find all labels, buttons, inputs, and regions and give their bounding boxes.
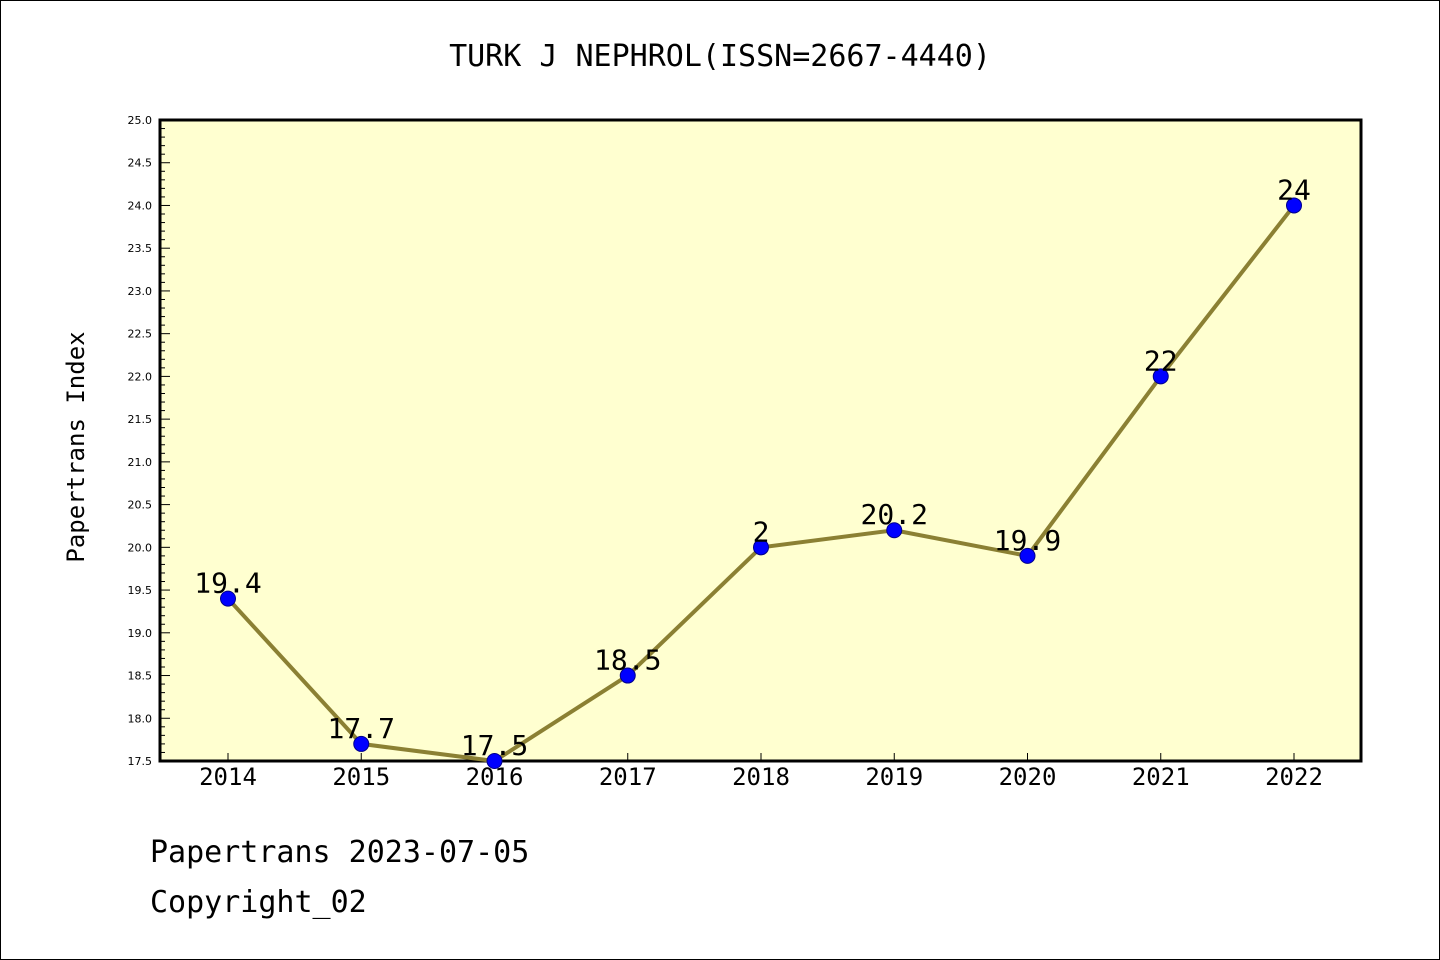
x-tick-label: 2014 [199, 763, 257, 791]
y-tick-label: 25.0 [128, 114, 153, 127]
x-axis: 2014 2015 2016 2017 2018 2019 2020 2021 2022 [199, 753, 1323, 791]
y-tick-label: 24.5 [128, 157, 153, 170]
data-labels: 19.4 17.7 17.5 18.5 2 20.2 19.9 22 24 [194, 173, 1311, 762]
y-tick-label: 22.5 [128, 328, 153, 341]
data-points [220, 197, 1302, 769]
y-tick-label: 23.5 [128, 242, 153, 255]
y-tick-label: 18.5 [128, 670, 153, 683]
y-tick-label: 21.0 [128, 456, 153, 469]
data-point [619, 667, 636, 684]
footer-date: Papertrans 2023-07-05 [150, 835, 530, 870]
x-tick-label: 2020 [999, 763, 1057, 791]
y-tick-label: 21.5 [128, 413, 153, 426]
x-tick-label: 2017 [599, 763, 657, 791]
data-label: 22 [1144, 344, 1178, 377]
data-point [353, 735, 370, 752]
plot-area [158, 118, 1363, 763]
data-point [486, 753, 503, 769]
data-point [886, 522, 903, 539]
data-point [1152, 368, 1169, 385]
data-label: 17.5 [461, 729, 528, 762]
data-label: 19.4 [194, 567, 261, 600]
data-label: 17.7 [328, 712, 395, 745]
y-tick-label: 19.5 [128, 584, 153, 597]
data-point [220, 590, 236, 607]
y-tick-label: 20.0 [128, 541, 153, 554]
data-label: 2 [753, 515, 770, 548]
y-tick-label: 23.0 [128, 285, 153, 298]
y-tick-label: 20.5 [128, 499, 153, 512]
x-tick-label: 2019 [865, 763, 923, 791]
y-axis: 17.5 18.0 18.5 19.0 19.5 20.0 20.5 21.0 21.5 22.0… [128, 114, 170, 768]
data-point [753, 539, 769, 556]
y-tick-label: 24.0 [128, 199, 153, 212]
y-tick-label: 17.5 [128, 755, 153, 768]
data-label: 18.5 [594, 644, 661, 677]
x-tick-label: 2015 [332, 763, 390, 791]
x-tick-label: 2022 [1265, 763, 1323, 791]
chart-title: TURK J NEPHROL(ISSN=2667-4440) [449, 39, 991, 74]
y-axis-label: Papertrans Index [62, 331, 90, 562]
x-tick-label: 2021 [1132, 763, 1190, 791]
y-tick-label: 22.0 [128, 370, 153, 383]
data-label: 20.2 [861, 498, 928, 531]
footer-copyright: Copyright_02 [150, 885, 367, 920]
y-tick-label: 19.0 [128, 627, 153, 640]
data-point [1286, 197, 1302, 214]
data-point [1019, 547, 1036, 564]
y-tick-label: 18.0 [128, 712, 153, 725]
data-label: 24 [1277, 173, 1311, 206]
x-tick-label: 2018 [732, 763, 790, 791]
data-label: 19.9 [994, 524, 1061, 557]
